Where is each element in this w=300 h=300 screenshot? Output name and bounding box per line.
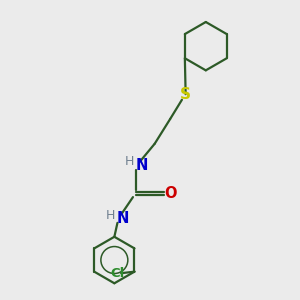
Text: N: N xyxy=(135,158,148,173)
Text: S: S xyxy=(180,87,191,102)
Text: O: O xyxy=(164,186,176,201)
Text: N: N xyxy=(117,211,129,226)
Text: H: H xyxy=(106,208,115,222)
Text: H: H xyxy=(124,155,134,168)
Text: Cl: Cl xyxy=(110,267,124,280)
